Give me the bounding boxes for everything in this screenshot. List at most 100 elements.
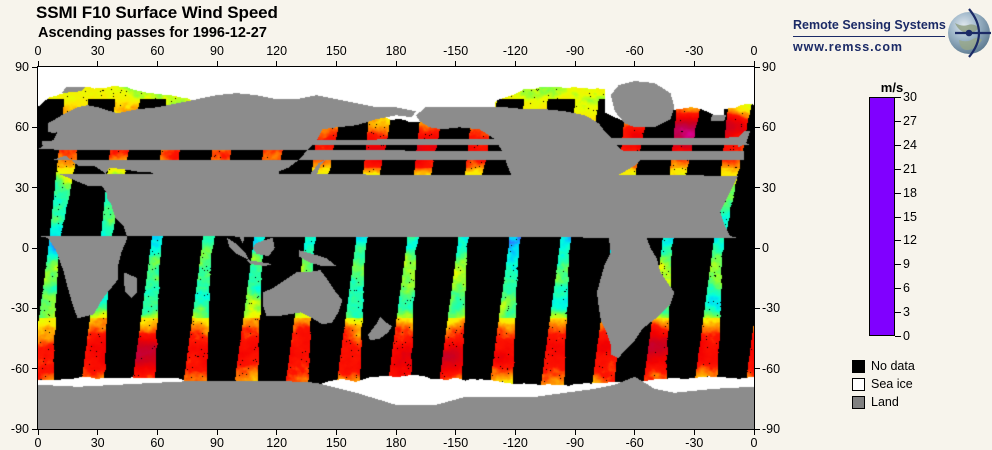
lon-tick-label: -90 [565,44,585,58]
lon-tick-bot [514,430,516,435]
lon-tick-label: 0 [34,44,42,58]
lon-tick-label: -150 [443,44,469,58]
lon-tick-label: 150 [325,436,347,450]
logo-website-url: www.remss.com [793,40,903,54]
colorbar-tick [895,312,901,314]
colorbar-tick [895,97,901,98]
lon-tick-top [693,61,695,66]
lat-tick-label: -90 [10,422,29,436]
lon-tick-label: -60 [625,436,644,450]
colorbar[interactable] [869,97,895,336]
lat-tick-left [32,428,37,430]
lon-tick-top [395,61,397,66]
colorbar-tick [895,288,901,290]
lon-tick-label: 0 [750,44,758,58]
lon-tick-label: 60 [150,436,165,450]
lon-tick-label: 0 [750,436,758,450]
lon-tick-label: -120 [502,44,528,58]
lon-tick-top [455,61,457,66]
lon-tick-top [335,61,337,66]
colorbar-tick-label: 18 [903,185,917,200]
lon-tick-top [216,61,218,66]
lon-tick-label: -30 [685,44,704,58]
colorbar-tick [895,336,901,337]
lon-tick-bot [574,430,576,435]
legend-item-land: Land [852,394,915,410]
wind-speed-map[interactable] [37,66,755,430]
remss-logo[interactable]: Remote Sensing Systems www.remss.com [793,8,991,66]
logo-divider [793,36,945,37]
colorbar-tick [895,168,901,170]
lon-tick-top [634,61,636,66]
lat-tick-left [32,368,37,370]
lat-tick-right [755,66,760,68]
lat-tick-left [32,247,37,249]
lat-tick-right [755,247,760,249]
colorbar-tick-label: 15 [903,209,917,224]
colorbar-tick-label: 0 [903,329,910,343]
lon-tick-bot [395,430,397,435]
title-block: SSMI F10 Surface Wind Speed Ascending pa… [36,2,556,43]
globe-icon [948,8,991,58]
lat-tick-label: -60 [10,361,29,376]
colorbar-tick-label: 12 [903,233,917,248]
colorbar-tick [895,264,901,266]
legend-item-sea-ice: Sea ice [852,376,915,392]
lon-tick-label: 30 [90,44,105,58]
lon-tick-label: 150 [325,44,347,58]
lon-tick-label: -30 [685,436,704,450]
colorbar-unit-label: m/s [880,80,904,95]
colorbar-tick-label: 24 [903,137,917,152]
legend-swatch-sea-ice [852,377,865,391]
map-raster [38,67,754,429]
lat-tick-label: 30 [762,180,776,195]
colorbar-tick [895,120,901,122]
lat-tick-label: -30 [762,301,781,316]
lat-tick-label: 0 [22,241,29,255]
lon-tick-top [753,61,755,66]
legend-label: Sea ice [871,377,913,391]
legend-label: Land [871,395,899,409]
colorbar-tick [895,144,901,146]
map-legend: No data Sea ice Land [852,358,915,412]
colorbar-tick-label: 6 [903,281,910,296]
lon-tick-bot [276,430,278,435]
colorbar-gradient [870,98,894,335]
colorbar-tick-label: 21 [903,161,917,176]
legend-swatch-no-data [852,359,865,373]
lon-tick-bot [156,430,158,435]
lon-tick-label: 30 [90,436,105,450]
lat-tick-left [32,66,37,68]
lat-tick-right [755,368,760,370]
colorbar-tick-label: 27 [903,113,917,128]
lat-tick-label: -60 [762,361,781,376]
lat-tick-left [32,187,37,189]
lon-tick-top [156,61,158,66]
lon-tick-label: 90 [210,436,224,450]
lat-tick-right [755,187,760,189]
lon-tick-bot [753,430,755,435]
lon-tick-bot [37,430,39,435]
legend-swatch-land [852,395,865,409]
lon-tick-bot [455,430,457,435]
lon-tick-label: 90 [210,44,224,58]
lat-tick-left [32,307,37,309]
lat-tick-label: 60 [762,120,776,135]
colorbar-tick [895,192,901,194]
lon-tick-label: 60 [150,44,165,58]
lon-tick-bot [693,430,695,435]
lon-tick-label: 120 [266,436,288,450]
lon-tick-label: -120 [502,436,528,450]
lon-tick-label: -60 [625,44,644,58]
lat-tick-label: 90 [762,60,776,74]
lon-tick-top [574,61,576,66]
lon-tick-label: -150 [443,436,469,450]
colorbar-tick-label: 30 [903,90,917,104]
lon-tick-label: 0 [34,436,42,450]
lat-tick-right [755,126,760,128]
legend-label: No data [871,359,915,373]
lon-tick-bot [634,430,636,435]
lon-tick-top [97,61,99,66]
lon-tick-top [37,61,39,66]
legend-item-no-data: No data [852,358,915,374]
